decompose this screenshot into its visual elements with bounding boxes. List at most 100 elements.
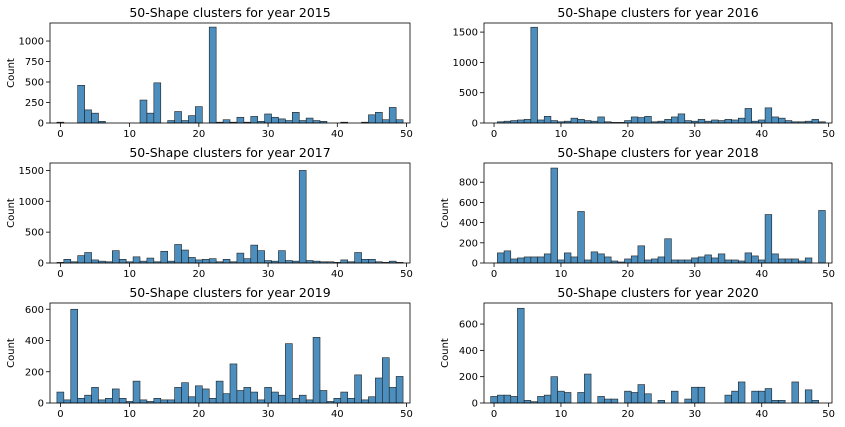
histogram-bar [361, 399, 369, 404]
histogram-bar [624, 390, 632, 404]
chart-panel-5: 0 10 20 30 40 50 0 200 400 600 50-Shape clusters f… [440, 285, 835, 420]
histogram-bar [174, 244, 182, 264]
plot-frame [483, 302, 833, 404]
y-tick-label: 0 [38, 119, 44, 130]
chart-panel-3: 0 10 20 30 40 50 0 200 400 600 800 50-Shape cluster… [440, 145, 835, 280]
histogram-bar [744, 108, 752, 124]
histogram-bar [764, 107, 773, 124]
chart-title: 50-Shape clusters for year 2017 [129, 145, 330, 160]
y-tick-label: 500 [459, 88, 478, 99]
x-tick-label: 0 [491, 269, 497, 280]
x-tick-label: 10 [123, 409, 136, 420]
y-axis-label: Count [440, 198, 451, 228]
y-axis-label: Count [6, 58, 17, 88]
histogram-bar [630, 392, 639, 404]
histogram-bar [724, 119, 732, 124]
x-tick-label: 30 [688, 409, 701, 420]
x-tick-label: 50 [822, 129, 835, 140]
histogram-bar [651, 258, 659, 264]
histogram-bar [530, 26, 538, 124]
histogram-bar [271, 116, 279, 124]
histogram-bar [657, 256, 665, 264]
histogram-bar [174, 387, 182, 404]
histogram-bar [229, 363, 238, 404]
histogram-bar [637, 117, 645, 124]
histogram-bar [388, 387, 397, 404]
y-tick-label: 250 [25, 98, 44, 109]
histogram-bar [112, 388, 120, 404]
y-tick-label: 200 [459, 372, 478, 383]
histogram-bar [202, 388, 210, 404]
histogram-bar [577, 211, 585, 264]
y-tick-label: 0 [38, 399, 44, 410]
histogram-bar [188, 257, 196, 264]
y-tick-label: 200 [459, 238, 478, 249]
histogram-bar [677, 259, 686, 264]
histogram-bar [368, 396, 376, 404]
histogram-bar [711, 119, 719, 124]
histogram-bar [778, 117, 786, 124]
histogram-bar [564, 392, 572, 404]
x-tick-label: 50 [822, 269, 835, 280]
chart-title: 50-Shape clusters for year 2020 [557, 285, 758, 300]
histogram-bar [543, 394, 552, 404]
histogram-bar [195, 385, 203, 404]
histogram-bar [222, 119, 231, 124]
histogram-bar [597, 396, 605, 404]
histogram-bar [146, 112, 155, 124]
histogram-bar [550, 376, 558, 404]
histogram-bar [215, 380, 224, 404]
histogram-bar [497, 252, 505, 264]
histogram-bar [604, 256, 612, 264]
histogram-bar [671, 390, 679, 404]
histogram-bar [118, 258, 127, 264]
x-tick-label: 30 [262, 409, 275, 420]
histogram-bar [738, 117, 746, 124]
histogram-bar [570, 256, 578, 264]
histogram-bar [517, 307, 525, 404]
histogram-bar [139, 99, 148, 124]
histogram-bar [84, 252, 92, 264]
x-tick-label: 30 [262, 269, 275, 280]
histogram-bar [361, 258, 369, 264]
histogram-bar [818, 210, 826, 264]
histogram-bar [543, 116, 552, 124]
histogram-bar [584, 259, 592, 264]
histogram-bar [63, 258, 72, 264]
y-tick-label: 0 [472, 259, 478, 270]
y-tick-label: 500 [25, 228, 44, 239]
histogram-bar [744, 252, 752, 264]
y-tick-label: 600 [459, 198, 478, 209]
histogram-bar [292, 112, 300, 124]
histogram-bar [751, 255, 759, 264]
x-tick-label: 40 [755, 269, 768, 280]
histogram-bar [368, 258, 376, 264]
x-tick-label: 40 [331, 409, 344, 420]
histogram-bar [395, 119, 404, 124]
histogram-bar [153, 398, 162, 404]
histogram-bar [208, 258, 217, 264]
y-axis-label: Count [6, 338, 17, 368]
histogram-bar [570, 117, 578, 124]
histogram-bar [590, 251, 599, 264]
histogram-bar [347, 398, 355, 404]
histogram-bar [84, 109, 92, 124]
histogram-bar [523, 256, 532, 264]
histogram-bar [751, 390, 759, 404]
x-tick-label: 40 [331, 129, 344, 140]
histogram-bar [153, 82, 162, 124]
x-tick-label: 30 [688, 129, 701, 140]
histogram-bar [717, 253, 726, 264]
chart-title: 50-Shape clusters for year 2015 [129, 5, 330, 20]
histogram-bar [167, 399, 175, 404]
histogram-bar [395, 376, 404, 404]
histogram-bar [188, 115, 196, 124]
y-tick-label: 0 [472, 119, 478, 130]
histogram-bar [630, 255, 639, 264]
histogram-bar [644, 116, 652, 124]
histogram-bar [236, 390, 245, 404]
histogram-bar [382, 357, 390, 404]
